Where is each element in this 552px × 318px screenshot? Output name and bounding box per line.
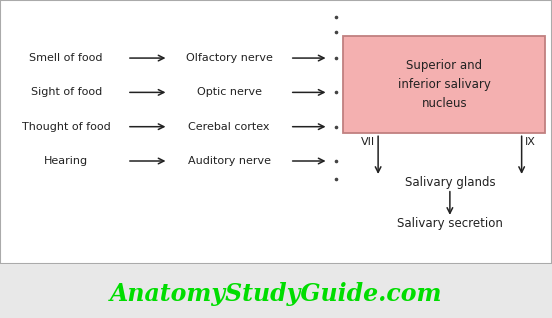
Text: Cerebal cortex: Cerebal cortex bbox=[188, 122, 270, 132]
Text: Hearing: Hearing bbox=[44, 156, 88, 166]
Text: Superior and
inferior salivary
nucleus: Superior and inferior salivary nucleus bbox=[398, 59, 491, 110]
Text: Auditory nerve: Auditory nerve bbox=[188, 156, 270, 166]
Text: Olfactory nerve: Olfactory nerve bbox=[185, 53, 273, 63]
Text: Salivary secretion: Salivary secretion bbox=[397, 217, 503, 230]
Text: Sight of food: Sight of food bbox=[30, 87, 102, 97]
Bar bbox=[343, 36, 545, 133]
Text: Salivary glands: Salivary glands bbox=[405, 176, 495, 189]
Text: AnatomyStudyGuide.com: AnatomyStudyGuide.com bbox=[110, 282, 442, 306]
Text: Thought of food: Thought of food bbox=[22, 122, 110, 132]
Text: IX: IX bbox=[524, 137, 535, 147]
Text: VII: VII bbox=[361, 137, 375, 147]
Text: Optic nerve: Optic nerve bbox=[197, 87, 262, 97]
Text: Smell of food: Smell of food bbox=[29, 53, 103, 63]
